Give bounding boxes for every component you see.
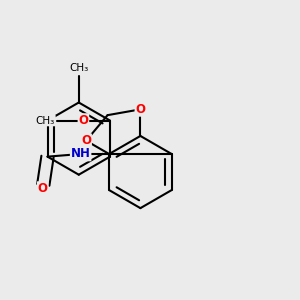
Text: O: O bbox=[38, 182, 48, 195]
Text: CH₃: CH₃ bbox=[36, 116, 55, 126]
Text: O: O bbox=[135, 103, 146, 116]
Text: O: O bbox=[81, 134, 91, 147]
Text: CH₃: CH₃ bbox=[69, 63, 88, 73]
Text: O: O bbox=[78, 114, 88, 127]
Text: NH: NH bbox=[71, 148, 91, 160]
